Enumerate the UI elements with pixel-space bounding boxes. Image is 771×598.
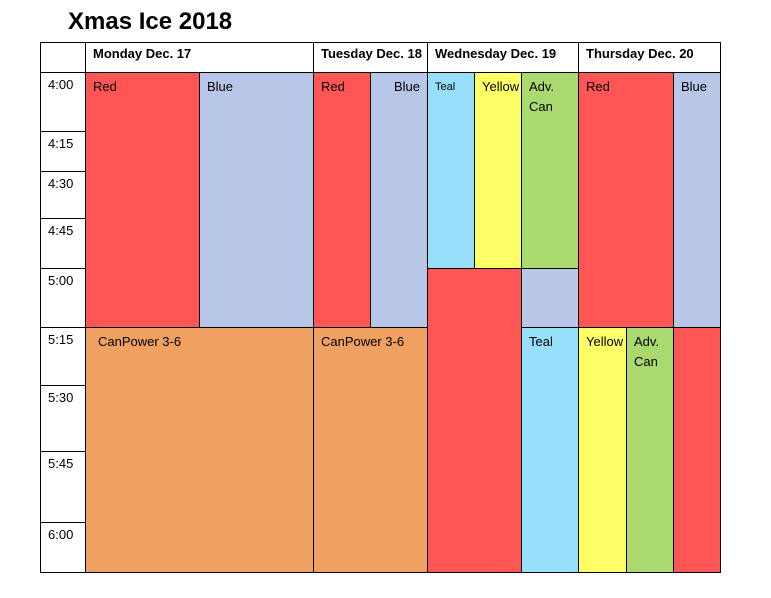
tuesday-canpower-block: CanPower 3-6	[313, 327, 428, 573]
thursday-red-block: Red	[578, 72, 674, 328]
schedule-title: Xmas Ice 2018	[68, 8, 233, 35]
wednesday-teal-block: Teal	[427, 72, 475, 269]
monday-canpower-block: CanPower 3-6	[85, 327, 314, 573]
time-cell: 5:30	[40, 385, 86, 452]
day-header-thursday: Thursday Dec. 20	[578, 42, 721, 73]
time-cell: 4:30	[40, 171, 86, 219]
corner-cell	[40, 42, 86, 73]
day-header-wednesday: Wednesday Dec. 19	[427, 42, 579, 73]
wednesday-yellow-block: Yellow	[474, 72, 522, 269]
day-header-monday: Monday Dec. 17	[85, 42, 314, 73]
time-cell: 6:00	[40, 522, 86, 573]
wednesday-red-block-late	[427, 268, 522, 573]
wednesday-adv-can-block: Adv. Can	[521, 72, 579, 269]
time-cell: 5:45	[40, 451, 86, 523]
tuesday-red-block: Red	[313, 72, 371, 328]
time-cell: 5:15	[40, 327, 86, 386]
time-cell: 4:45	[40, 218, 86, 269]
thursday-teal-block-late: Teal	[521, 327, 579, 573]
day-header-tuesday: Tuesday Dec. 18	[313, 42, 428, 73]
thursday-red-block-late	[673, 327, 721, 573]
time-cell: 4:15	[40, 131, 86, 172]
thursday-adv-can-block: Adv. Can	[626, 327, 674, 573]
time-cell: 4:00	[40, 72, 86, 132]
tuesday-blue-block: Blue	[370, 72, 428, 328]
thursday-yellow-block: Yellow	[578, 327, 627, 573]
monday-red-block: Red	[85, 72, 200, 328]
monday-blue-block: Blue	[199, 72, 314, 328]
time-cell: 5:00	[40, 268, 86, 328]
